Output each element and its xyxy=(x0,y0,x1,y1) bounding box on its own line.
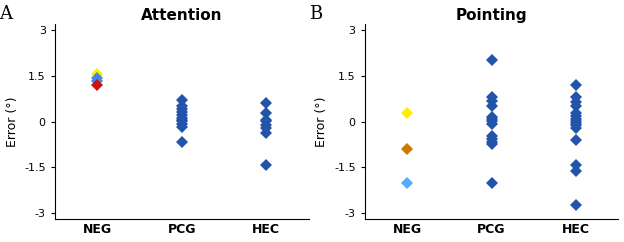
Text: B: B xyxy=(309,5,322,23)
Y-axis label: Error (°): Error (°) xyxy=(316,97,328,147)
Y-axis label: Error (°): Error (°) xyxy=(6,97,19,147)
Title: Attention: Attention xyxy=(141,8,222,23)
Title: Pointing: Pointing xyxy=(456,8,527,23)
Text: A: A xyxy=(0,5,12,23)
